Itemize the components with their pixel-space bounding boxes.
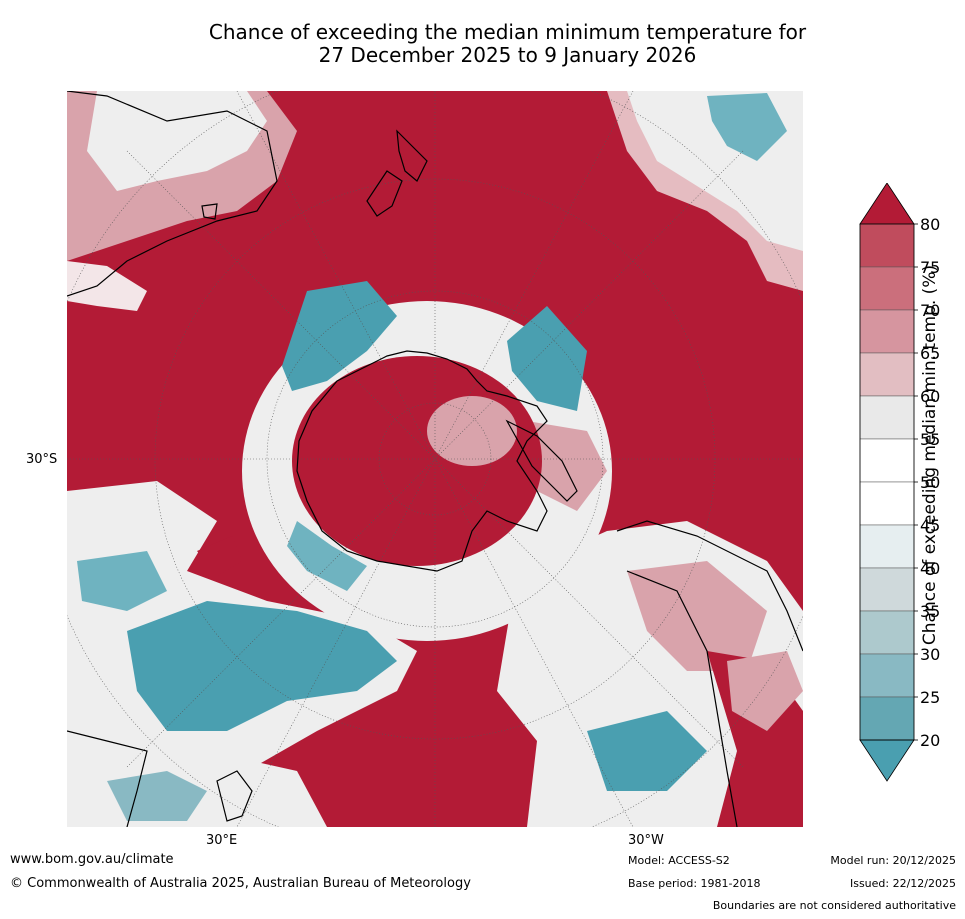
colorbar-title-text: Chance of exceeding median min. temp. (%… bbox=[920, 264, 940, 646]
colorbar-band bbox=[859, 610, 915, 655]
antarctica-red-core bbox=[292, 356, 542, 566]
ring-pale-red-e bbox=[527, 421, 607, 511]
colorbar-graphic: 80 75 70 65 60 55 50 45 40 35 30 25 20 bbox=[859, 182, 940, 782]
coastlines bbox=[67, 91, 803, 827]
south-america-2 bbox=[626, 570, 738, 827]
ring-teal-ne bbox=[507, 306, 587, 411]
colorbar-tick-label: 45 bbox=[920, 516, 940, 535]
disclaimer: Boundaries are not considered authoritat… bbox=[712, 899, 956, 912]
colorbar-tick-label: 40 bbox=[920, 559, 940, 578]
region-pale-red-se bbox=[627, 561, 767, 671]
colorbar-tick-label: 60 bbox=[920, 387, 940, 406]
title-line-2: 27 December 2025 to 9 January 2026 bbox=[318, 43, 697, 67]
region-teal-ne bbox=[707, 93, 787, 161]
africa-coastline bbox=[67, 730, 148, 827]
lon-label-30w: 30°W bbox=[628, 833, 664, 848]
region-teal-sw bbox=[127, 601, 397, 731]
lat-label-30s: 30°S bbox=[26, 452, 58, 467]
colorbar: 80 75 70 65 60 55 50 45 40 35 30 25 20 bbox=[859, 182, 965, 783]
polar-map bbox=[67, 91, 803, 827]
map-title: Chance of exceeding the median minimum t… bbox=[0, 21, 965, 67]
colorbar-tick-label: 65 bbox=[920, 344, 940, 363]
region-neutral-aus bbox=[67, 261, 147, 311]
ring-teal-sw bbox=[287, 521, 367, 591]
website-link[interactable]: www.bom.gov.au/climate bbox=[10, 852, 174, 867]
colorbar-tick-label: 50 bbox=[920, 473, 940, 492]
model-run: Model run: 20/12/2025 bbox=[830, 854, 956, 867]
region-teal-se bbox=[587, 711, 707, 791]
region-teal-sw-2 bbox=[77, 551, 167, 611]
colorbar-band bbox=[859, 438, 915, 483]
south-america-coastline bbox=[616, 520, 803, 652]
issued-date: Issued: 22/12/2025 bbox=[849, 877, 956, 890]
colorbar-band bbox=[859, 524, 915, 569]
antarctica-mid-red bbox=[427, 396, 517, 466]
colorbar-bottom-arrow bbox=[859, 739, 915, 782]
colorbar-band bbox=[859, 352, 915, 397]
colorbar-tick-label: 25 bbox=[920, 688, 940, 707]
colorbar-band bbox=[859, 653, 915, 698]
madagascar bbox=[216, 770, 253, 822]
colorbar-tick-label: 30 bbox=[920, 645, 940, 664]
colorbar-band bbox=[859, 481, 915, 526]
colorbar-band bbox=[859, 266, 915, 311]
colorbar-tick-label: 20 bbox=[920, 731, 940, 750]
base-period: Base period: 1981-2018 bbox=[628, 877, 761, 890]
colorbar-tick-label: 35 bbox=[920, 602, 940, 621]
australia-coastline bbox=[67, 91, 278, 297]
map-canvas bbox=[67, 91, 803, 827]
graticule bbox=[67, 91, 803, 827]
colorbar-band bbox=[859, 696, 915, 741]
new-zealand-south bbox=[366, 170, 403, 217]
colorbar-tick-label: 80 bbox=[920, 215, 940, 234]
colorbar-band bbox=[859, 567, 915, 612]
colorbar-top-arrow bbox=[859, 182, 915, 225]
title-line-1: Chance of exceeding the median minimum t… bbox=[208, 20, 807, 44]
copyright: © Commonwealth of Australia 2025, Austra… bbox=[10, 876, 471, 891]
ring-teal-nw bbox=[282, 281, 397, 391]
colorbar-band bbox=[859, 309, 915, 354]
antarctica-coastline bbox=[296, 350, 548, 572]
region-neutral-nw bbox=[87, 91, 267, 191]
colorbar-tick-label: 55 bbox=[920, 430, 940, 449]
antarctic-peninsula bbox=[505, 419, 578, 502]
colorbar-tick-label: 75 bbox=[920, 258, 940, 277]
region-pale-red-se-2 bbox=[727, 651, 803, 731]
new-zealand-north bbox=[396, 129, 428, 182]
tasmania bbox=[201, 203, 218, 220]
colorbar-band bbox=[859, 395, 915, 440]
colorbar-tick-label: 70 bbox=[920, 301, 940, 320]
colorbar-band bbox=[859, 223, 915, 268]
model: Model: ACCESS-S2 bbox=[628, 854, 730, 867]
lon-label-30e: 30°E bbox=[206, 833, 238, 848]
region-red-sw-blob bbox=[197, 536, 242, 576]
